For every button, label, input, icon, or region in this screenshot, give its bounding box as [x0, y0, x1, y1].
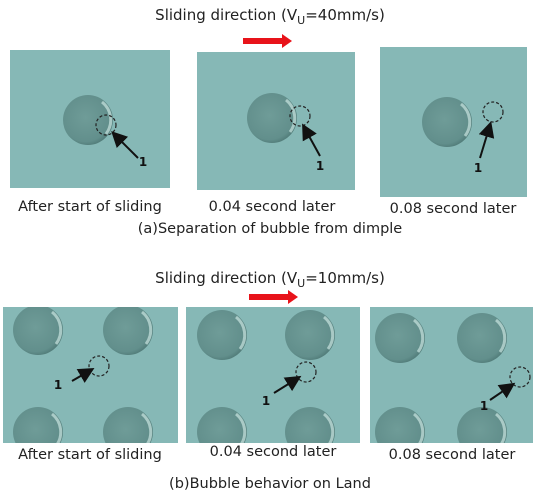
photo-frame: 1 0.08 second later: [370, 307, 533, 463]
figure: Sliding direction (VU=40mm/s)1After star…: [0, 0, 539, 498]
frame-caption: 0.04 second later: [210, 444, 337, 460]
direction-arrow: [249, 294, 290, 300]
dimple: [197, 310, 247, 360]
direction-arrowhead: [288, 290, 298, 304]
dimple: [375, 313, 425, 363]
title-text: Sliding direction (V: [155, 6, 298, 24]
frame-caption: After start of sliding: [18, 199, 162, 215]
photo: [186, 307, 360, 457]
bubble-label: 1: [474, 161, 482, 175]
panel-title: Sliding direction (VU=10mm/s): [155, 269, 385, 290]
direction-arrow: [243, 38, 284, 44]
panel-title: Sliding direction (VU=40mm/s): [155, 6, 385, 27]
frame-caption: 0.08 second later: [389, 447, 516, 463]
dimple: [247, 93, 297, 143]
dimple: [457, 313, 507, 363]
direction-arrowhead: [282, 34, 292, 48]
title-text: Sliding direction (V: [155, 269, 298, 287]
photo: [3, 305, 178, 457]
photo-frame: 1 After start of sliding: [10, 50, 170, 215]
panel: Sliding direction (VU=10mm/s) 1 After star…: [3, 269, 533, 492]
panel-caption: (b)Bubble behavior on Land: [169, 476, 371, 492]
photo-frame: 1 After start of sliding: [3, 305, 178, 463]
bubble-label: 1: [54, 378, 62, 392]
panel-caption: (a)Separation of bubble from dimple: [138, 221, 403, 237]
title-suffix: =40mm/s): [305, 6, 385, 24]
bubble-label: 1: [316, 159, 324, 173]
title-suffix: =10mm/s): [305, 269, 385, 287]
dimple: [63, 95, 113, 145]
title-subscript: U: [297, 14, 305, 27]
dimple: [285, 310, 335, 360]
dimple: [13, 305, 63, 355]
bubble-label: 1: [480, 399, 488, 413]
panel: Sliding direction (VU=40mm/s) 1 After star…: [10, 6, 527, 237]
photo-frame: 1 0.08 second later: [380, 47, 527, 217]
photo: [197, 52, 355, 190]
photo: [370, 307, 533, 457]
bubble-label: 1: [262, 394, 270, 408]
photo-frame: 1 0.04 second later: [197, 52, 355, 215]
bubble-label: 1: [139, 155, 147, 169]
title-subscript: U: [297, 277, 305, 290]
frame-caption: 0.04 second later: [209, 199, 336, 215]
photo-frame: 1 0.04 second later: [186, 307, 360, 460]
frame-caption: After start of sliding: [18, 447, 162, 463]
dimple: [103, 305, 153, 355]
dimple: [422, 97, 472, 147]
photo: [380, 47, 527, 197]
frame-caption: 0.08 second later: [390, 201, 517, 217]
